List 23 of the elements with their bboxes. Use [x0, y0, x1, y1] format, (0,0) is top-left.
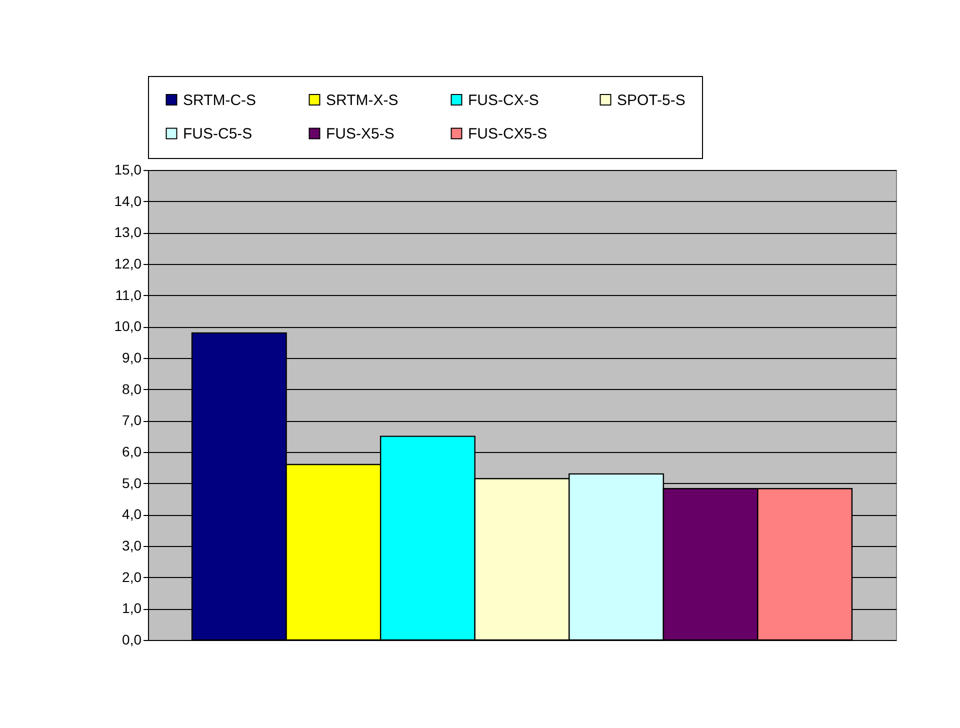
y-tick-label: 14,0: [114, 192, 142, 209]
y-tick-label: 9,0: [122, 350, 142, 366]
y-tick-label: 12,0: [114, 256, 142, 272]
y-tick-label: 0,0: [122, 632, 142, 648]
y-tick-label: 5,0: [122, 474, 142, 491]
legend-label: SRTM-X-S: [326, 92, 398, 109]
y-tick-label: 3,0: [122, 538, 142, 554]
y-tick-label: 15,0: [114, 162, 142, 178]
y-tick-label: 11,0: [115, 286, 142, 303]
legend-label: SPOT-5-S: [617, 92, 686, 109]
legend-label: FUS-X5-S: [326, 126, 394, 142]
y-tick-label: 10,0: [114, 318, 142, 334]
y-tick-label: 8,0: [122, 380, 142, 397]
y-tick-label: 4,0: [122, 506, 142, 522]
legend-label: FUS-CX5-S: [468, 126, 548, 142]
legend-label: SRTM-C-S: [183, 92, 256, 109]
y-tick-label: 13,0: [114, 224, 142, 240]
y-tick-label: 2,0: [122, 568, 142, 585]
y-tick-label: 1,0: [122, 600, 142, 616]
y-tick-label: 6,0: [122, 444, 142, 460]
legend-label: FUS-C5-S: [183, 126, 252, 142]
legend-label: FUS-CX-S: [468, 92, 539, 109]
y-tick-label: 7,0: [122, 412, 142, 428]
